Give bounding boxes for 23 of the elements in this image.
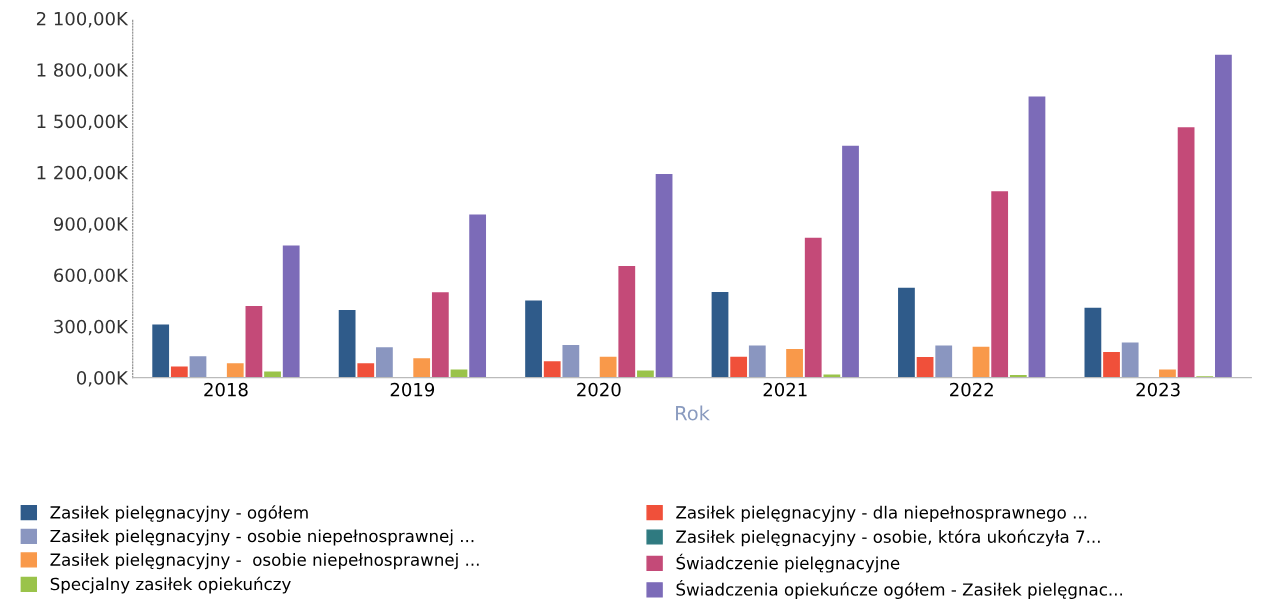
legend-label: Zasiłek pielęgnacyjny - osobie niepełnosprawnej ...: [50, 529, 474, 546]
x-tick-label: 2022: [950, 382, 993, 397]
legend-label: Zasiłek pielęgnacyjny - dla niepełnosprawnego ...: [676, 505, 1087, 522]
x-tick-label: 2021: [763, 382, 807, 397]
legend-label: Zasiłek pielęgnacyjny - osobie, która ukończyła 7...: [676, 529, 1100, 547]
x-tick-label: 2020: [577, 382, 621, 397]
y-tick-label: 300,00K: [54, 319, 129, 336]
x-tick-label: 2018: [204, 382, 248, 397]
legend-label: Specjalny zasiłek opiekuńczy: [50, 576, 291, 594]
x-axis-title: Rok: [676, 405, 710, 421]
y-tick-label: 1 200,00K: [37, 165, 129, 182]
legend-label: Zasiłek pielęgnacyjny - osobie niepełnosprawnej ...: [50, 553, 479, 570]
y-tick-label: 1 500,00K: [37, 114, 129, 130]
y-tick-label: 1 800,00K: [37, 63, 129, 79]
x-tick-label: 2019: [390, 382, 435, 397]
x-tick-label: 2023: [1136, 382, 1180, 397]
y-tick-label: 2 100,00K: [36, 11, 129, 28]
y-tick-label: 0,00K: [77, 371, 129, 387]
y-tick-label: 600,00K: [54, 268, 129, 284]
legend-label: Świadczenie pielęgnacyjne: [676, 553, 900, 573]
legend-label: Zasiłek pielęgnacyjny - ogółem: [50, 505, 308, 522]
y-tick-label: 900,00K: [53, 217, 129, 233]
legend-label: Świadczenia opiekuńcze ogółem - Zasiłek pielęgnac...: [676, 580, 1122, 599]
